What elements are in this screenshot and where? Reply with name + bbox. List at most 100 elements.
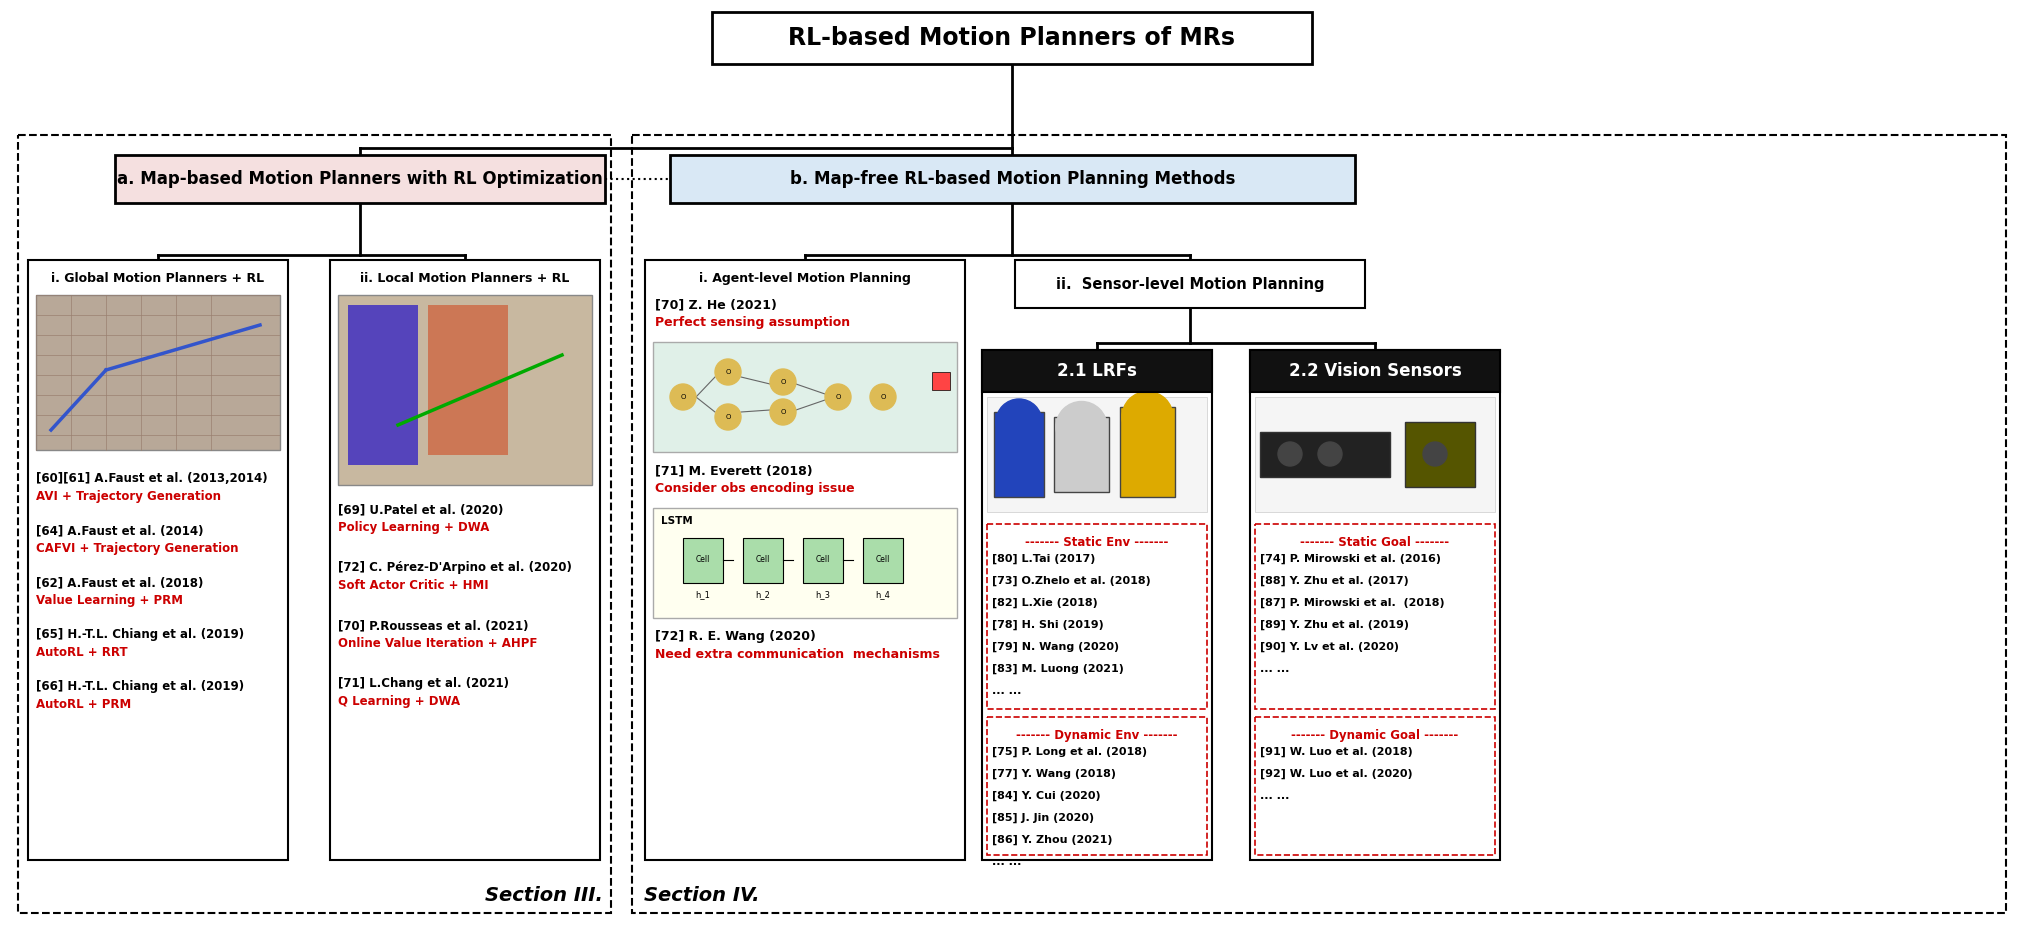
Text: ... ...: ... ... [1260,791,1289,801]
Text: Policy Learning + DWA: Policy Learning + DWA [338,521,490,534]
Bar [803,538,844,583]
Text: Consider obs encoding issue: Consider obs encoding issue [655,482,854,495]
Bar [1250,350,1499,392]
Bar [682,538,722,583]
Text: [71] M. Everett (2018): [71] M. Everett (2018) [655,464,811,477]
Bar [987,524,1206,709]
Text: [84] Y. Cui (2020): [84] Y. Cui (2020) [991,791,1101,801]
Bar [1404,422,1475,487]
Text: Cell: Cell [755,555,771,565]
Text: ... ...: ... ... [991,857,1022,867]
Text: [82] L.Xie (2018): [82] L.Xie (2018) [991,598,1096,609]
Text: [77] Y. Wang (2018): [77] Y. Wang (2018) [991,769,1115,779]
Text: i. Agent-level Motion Planning: i. Agent-level Motion Planning [698,272,910,285]
Text: Section III.: Section III. [486,886,603,905]
Text: i. Global Motion Planners + RL: i. Global Motion Planners + RL [51,272,265,285]
Bar [981,350,1212,392]
Text: Q Learning + DWA: Q Learning + DWA [338,695,459,708]
Text: [73] O.Zhelo et al. (2018): [73] O.Zhelo et al. (2018) [991,576,1151,586]
Text: O: O [781,379,785,385]
Bar [1119,407,1175,497]
Text: ii.  Sensor-level Motion Planning: ii. Sensor-level Motion Planning [1056,277,1323,292]
Bar [1254,397,1495,512]
Text: [88] Y. Zhu et al. (2017): [88] Y. Zhu et al. (2017) [1260,576,1408,586]
Bar [631,135,2005,913]
Bar [931,372,949,390]
Text: [78] H. Shi (2019): [78] H. Shi (2019) [991,620,1103,630]
Bar [115,155,605,203]
Text: ii. Local Motion Planners + RL: ii. Local Motion Planners + RL [360,272,568,285]
Text: Value Learning + PRM: Value Learning + PRM [36,594,182,607]
Bar [1254,717,1495,855]
Text: h_2: h_2 [755,590,771,599]
Text: [90] Y. Lv et al. (2020): [90] Y. Lv et al. (2020) [1260,642,1398,653]
Text: Need extra communication  mechanisms: Need extra communication mechanisms [655,648,939,661]
Circle shape [1422,442,1446,466]
Circle shape [1121,392,1173,442]
Circle shape [714,359,740,385]
Text: [79] N. Wang (2020): [79] N. Wang (2020) [991,642,1119,653]
Text: ------- Dynamic Goal -------: ------- Dynamic Goal ------- [1291,729,1459,742]
Text: CAFVI + Trajectory Generation: CAFVI + Trajectory Generation [36,542,239,555]
Text: LSTM: LSTM [662,516,692,526]
Text: [65] H.-T.L. Chiang et al. (2019): [65] H.-T.L. Chiang et al. (2019) [36,628,245,641]
Text: [83] M. Luong (2021): [83] M. Luong (2021) [991,664,1123,674]
Text: [91] W. Luo et al. (2018): [91] W. Luo et al. (2018) [1260,747,1412,757]
Circle shape [670,384,696,410]
Text: h_3: h_3 [815,590,829,599]
Text: RL-based Motion Planners of MRs: RL-based Motion Planners of MRs [789,26,1234,50]
Bar [330,260,599,860]
Text: 2.1 LRFs: 2.1 LRFs [1056,362,1137,380]
Text: [80] L.Tai (2017): [80] L.Tai (2017) [991,554,1094,564]
Bar [18,135,611,913]
Bar [28,260,287,860]
Text: [64] A.Faust et al. (2014): [64] A.Faust et al. (2014) [36,524,204,537]
Text: O: O [880,394,886,400]
Text: [87] P. Mirowski et al.  (2018): [87] P. Mirowski et al. (2018) [1260,598,1444,609]
Text: [69] U.Patel et al. (2020): [69] U.Patel et al. (2020) [338,503,504,516]
Text: [70] Z. He (2021): [70] Z. He (2021) [655,298,777,311]
Circle shape [995,399,1042,445]
Bar [36,295,279,450]
Circle shape [825,384,850,410]
Text: [66] H.-T.L. Chiang et al. (2019): [66] H.-T.L. Chiang et al. (2019) [36,680,245,693]
Text: Soft Actor Critic + HMI: Soft Actor Critic + HMI [338,579,488,592]
Text: [89] Y. Zhu et al. (2019): [89] Y. Zhu et al. (2019) [1260,620,1408,630]
Bar [653,342,957,452]
Text: [86] Y. Zhou (2021): [86] Y. Zhou (2021) [991,835,1113,845]
Text: h_1: h_1 [696,590,710,599]
Text: [71] L.Chang et al. (2021): [71] L.Chang et al. (2021) [338,677,508,690]
Bar [338,295,591,485]
Circle shape [1277,442,1301,466]
Bar [862,538,902,583]
Circle shape [769,399,795,425]
Text: O: O [724,414,730,420]
Text: h_4: h_4 [876,590,890,599]
Bar [645,260,965,860]
Text: Online Value Iteration + AHPF: Online Value Iteration + AHPF [338,637,538,650]
Text: ... ...: ... ... [1260,664,1289,674]
Bar [348,305,419,465]
Bar [427,305,508,455]
Text: [72] R. E. Wang (2020): [72] R. E. Wang (2020) [655,630,815,643]
Text: O: O [835,394,840,400]
Text: Cell: Cell [876,555,890,565]
Bar [1054,417,1109,492]
Text: Section IV.: Section IV. [643,886,759,905]
Text: ------- Static Env -------: ------- Static Env ------- [1026,536,1167,549]
Text: b. Map-free RL-based Motion Planning Methods: b. Map-free RL-based Motion Planning Met… [789,170,1234,188]
Text: O: O [724,369,730,375]
Text: [72] C. Pérez-D'Arpino et al. (2020): [72] C. Pérez-D'Arpino et al. (2020) [338,561,573,574]
Text: O: O [680,394,686,400]
Text: ------- Dynamic Env -------: ------- Dynamic Env ------- [1016,729,1177,742]
Bar [981,350,1212,860]
Bar [712,12,1311,64]
Text: [62] A.Faust et al. (2018): [62] A.Faust et al. (2018) [36,576,202,589]
Text: ------- Static Goal -------: ------- Static Goal ------- [1301,536,1448,549]
Text: O: O [781,409,785,415]
Bar [1250,350,1499,860]
Text: AutoRL + PRM: AutoRL + PRM [36,698,131,711]
Bar [742,538,783,583]
Bar [987,397,1206,512]
Text: [75] P. Long et al. (2018): [75] P. Long et al. (2018) [991,747,1147,757]
